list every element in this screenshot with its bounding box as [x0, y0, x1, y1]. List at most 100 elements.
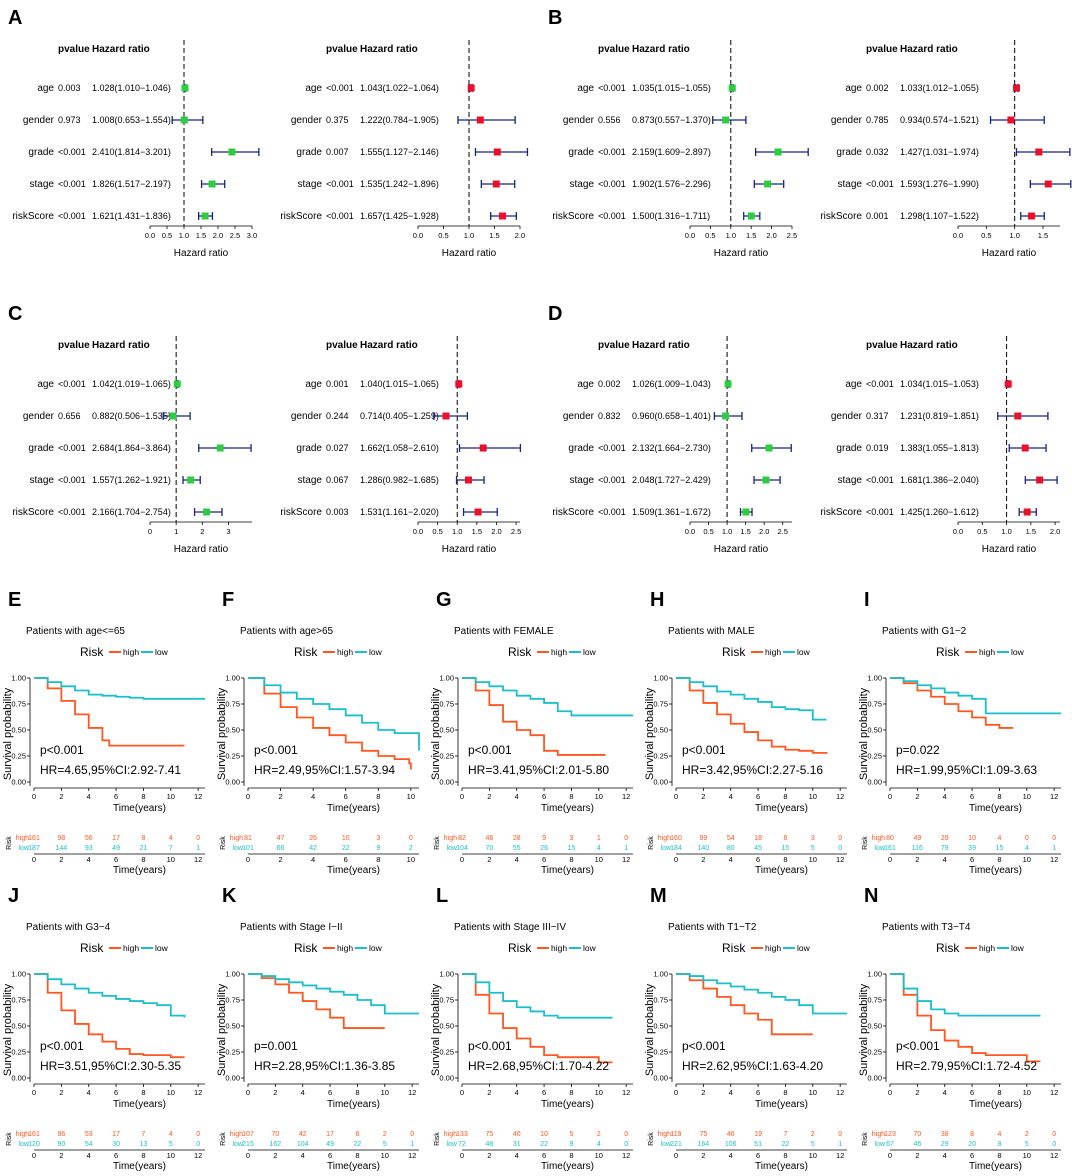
risk-table-high-count: 6	[783, 835, 787, 842]
legend-high-label: high	[979, 943, 995, 953]
x-tick-label: 2	[915, 1088, 919, 1097]
x-tick-label: 8	[783, 792, 787, 801]
variable-label: stage	[570, 475, 595, 486]
panel-letter: H	[650, 589, 664, 611]
panel-letter: A	[8, 7, 22, 29]
hr-cell: 1.531(1.161−2.020)	[360, 507, 439, 517]
risk-table-tick-label: 4	[87, 855, 91, 864]
panel-letter: K	[222, 885, 237, 907]
x-tick-label: 1.0	[726, 231, 736, 240]
risk-table-high-count: 70	[913, 1131, 921, 1138]
hr-point	[1004, 380, 1012, 388]
risk-table-low-count: 7	[169, 845, 173, 852]
legend-risk-label: Risk	[508, 645, 532, 659]
hr-point	[747, 212, 755, 220]
x-tick-label: 6	[756, 792, 760, 801]
hr-point	[208, 180, 216, 188]
y-tick-label: 0.50	[653, 726, 668, 735]
risk-table-high-count: 42	[299, 1131, 307, 1138]
risk-table-high-label: high	[444, 835, 457, 842]
variable-label: stage	[30, 475, 55, 486]
panel-letter: I	[864, 589, 870, 611]
risk-table-high-count: 119	[670, 1131, 681, 1138]
risk-table-tick-label: 10	[1023, 855, 1031, 864]
hr-point	[479, 444, 487, 452]
x-tick-label: 0.5	[705, 231, 715, 240]
x-tick-label: 8	[997, 792, 1001, 801]
pvalue-cell: 0.001	[326, 379, 349, 389]
hr-point	[493, 148, 501, 156]
risk-table-high-count: 4	[997, 835, 1001, 842]
km-title: Patients with T3−T4	[882, 922, 971, 933]
legend-risk-label: Risk	[80, 645, 104, 659]
variable-label: gender	[563, 115, 595, 126]
pvalue-cell: 0.032	[866, 147, 889, 157]
risk-table-high-count: 26	[309, 835, 317, 842]
risk-table-low-count: 72	[458, 1141, 466, 1148]
risk-table-low-count: 144	[56, 845, 68, 852]
p-value: p<0.001	[254, 743, 298, 757]
y-axis-label: Survival probability	[216, 687, 228, 780]
hr-cell: 1.034(1.015−1.053)	[900, 379, 979, 389]
legend-high-label: high	[551, 943, 567, 953]
x-axis-label: Time(years)	[541, 803, 594, 814]
x-axis-label: Hazard ratio	[174, 544, 229, 555]
pvalue-cell: <0.001	[866, 379, 894, 389]
risk-table-tick-label: 6	[542, 855, 546, 864]
risk-table-low-count: 104	[456, 845, 468, 852]
hr-cell: 1.555(1.127−2.146)	[360, 147, 439, 157]
x-tick-label: 10	[167, 1088, 175, 1097]
risk-table-tick-label: 2	[487, 1151, 491, 1160]
risk-table-low-count: 93	[85, 845, 93, 852]
variable-label: riskScore	[552, 507, 594, 518]
risk-table-low-count: 9	[569, 1141, 573, 1148]
hr-cell: 0.960(0.658−1.401)	[632, 411, 711, 421]
hazard-ratio-ci: HR=2.68,95%CI:1.70-4.22	[468, 1059, 609, 1073]
pvalue-header: pvalue	[866, 340, 898, 351]
hr-point	[499, 212, 507, 220]
x-tick-label: 2	[701, 1088, 705, 1097]
x-axis-label: Time(years)	[541, 1099, 594, 1110]
y-axis-label: Survival probability	[644, 687, 656, 780]
risk-table-high-count: 0	[838, 1131, 842, 1138]
risk-table-low-count: 42	[309, 845, 317, 852]
risk-table-high-count: 80	[886, 835, 894, 842]
risk-table-tick-label: 6	[756, 855, 760, 864]
km-curve-low	[676, 677, 827, 721]
risk-table-high-count: 70	[271, 1131, 279, 1138]
hr-cell: 1.026(1.009−1.043)	[632, 379, 711, 389]
variable-label: stage	[570, 179, 595, 190]
hr-point	[216, 444, 224, 452]
y-axis-label: Survival probability	[430, 983, 442, 1076]
x-tick-label: 0	[32, 792, 36, 801]
hr-point	[1035, 148, 1043, 156]
x-tick-label: 2	[278, 792, 282, 801]
risk-table-high-count: 49	[913, 835, 921, 842]
risk-table-low-count: 1	[624, 845, 628, 852]
risk-table-tick-label: 2	[915, 1151, 919, 1160]
risk-table-low-count: 70	[485, 845, 493, 852]
y-tick-label: 0.75	[867, 700, 882, 709]
y-tick-label: 1.00	[225, 970, 240, 979]
pvalue-cell: <0.001	[598, 507, 626, 517]
x-tick-label: 10	[1023, 1088, 1031, 1097]
risk-table-high-label: high	[658, 1131, 671, 1138]
x-tick-label: 2	[59, 1088, 63, 1097]
x-tick-label: 6	[542, 792, 546, 801]
y-tick-label: 0.25	[653, 1048, 668, 1057]
panel-letter: L	[436, 885, 448, 907]
pvalue-cell: 0.973	[58, 115, 81, 125]
y-tick-label: 0.00	[11, 778, 26, 787]
hr-point	[173, 380, 181, 388]
y-tick-label: 0.25	[225, 1048, 240, 1057]
risk-table-high-count: 10	[540, 1131, 548, 1138]
x-tick-label: 2	[200, 527, 204, 536]
risk-table-low-count: 1	[838, 1141, 842, 1148]
km-curve-low	[890, 677, 1061, 715]
x-tick-label: 0	[460, 1088, 464, 1097]
x-tick-label: 10	[809, 792, 817, 801]
risk-table-tick-label: 4	[729, 1151, 733, 1160]
risk-table-tick-label: 2	[273, 1151, 277, 1160]
